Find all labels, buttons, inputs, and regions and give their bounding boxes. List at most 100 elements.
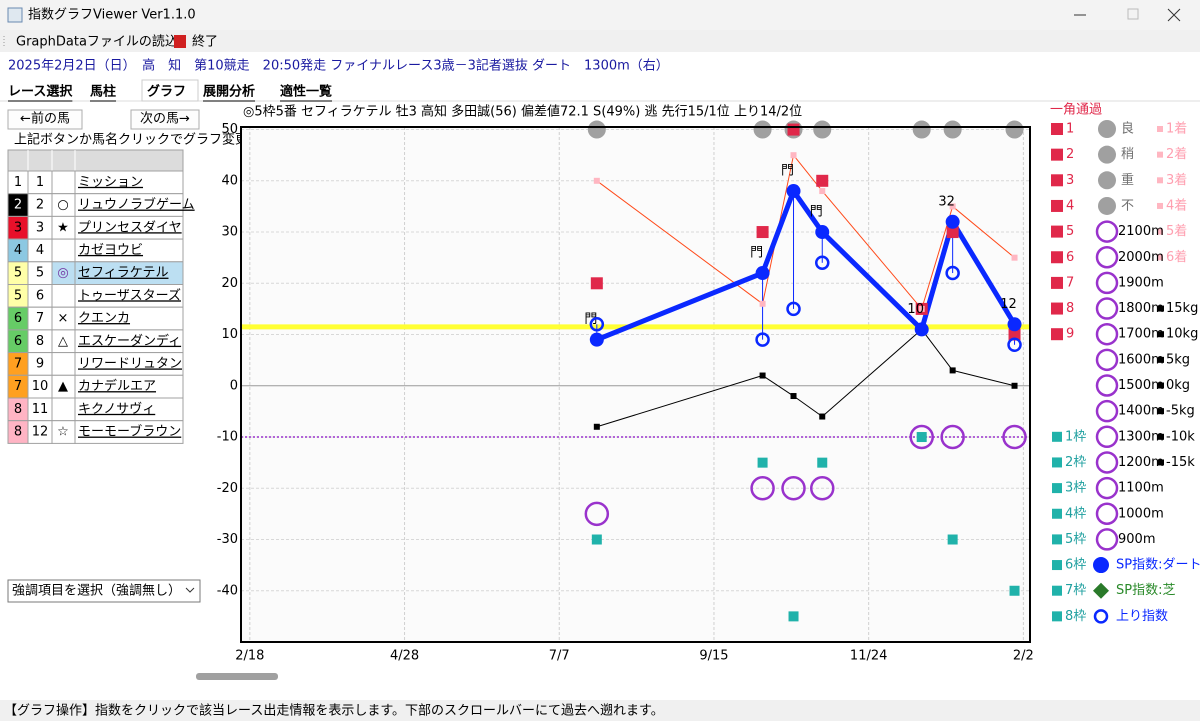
legend-marker [1052,483,1062,494]
data-point[interactable] [589,317,605,332]
scrollbar-thumb[interactable] [196,673,278,680]
next-button-label[interactable]: 次の馬→ [140,111,190,127]
data-point[interactable] [1011,254,1018,261]
data-point[interactable] [945,265,960,281]
data-point[interactable] [593,177,600,184]
horse-name[interactable]: カゼヨウビ [78,243,143,258]
data-point[interactable] [587,120,606,139]
data-point[interactable] [1008,328,1021,341]
data-point[interactable] [909,424,934,450]
horse-name[interactable]: プリンセスダイヤ [78,220,182,235]
menu-item[interactable]: GraphDataファイルの読込 [16,34,178,50]
tab[interactable]: 馬柱 [90,84,116,100]
data-point[interactable] [1007,337,1022,353]
data-point[interactable] [813,120,832,139]
data-point[interactable] [1009,585,1020,596]
legend-marker [1052,508,1062,519]
data-point[interactable] [819,413,826,420]
prev-button[interactable] [7,109,83,130]
data-point[interactable] [949,367,956,374]
data-point[interactable] [815,255,830,271]
horse-name[interactable]: ミッション [78,175,143,190]
data-point[interactable] [1007,317,1022,332]
data-point[interactable] [943,120,962,139]
horse-name[interactable]: エスケーダンディ [78,333,181,349]
data-point[interactable] [590,277,603,290]
data-point[interactable] [940,424,965,450]
menu-item[interactable]: 終了 [192,34,218,50]
data-point[interactable] [945,214,960,229]
horse-name[interactable]: カナデルエア [78,378,156,394]
data-point[interactable] [589,332,604,347]
data-point[interactable] [916,432,927,443]
prev-button-label[interactable]: ←前の馬 [20,111,70,127]
data-point[interactable] [753,120,772,139]
tab[interactable]: レース選択 [8,84,73,100]
data-point[interactable] [790,393,797,400]
legend-label: 良 [1121,121,1134,137]
tab[interactable]: グラフ [147,84,186,100]
data-point[interactable] [1002,424,1027,450]
chart: 50 40 30 20 10 0 -10 -20 -30 -40 2/18 4/28 7/7 9/15 11… [217,120,1034,664]
data-point[interactable] [759,372,766,379]
exit-icon [174,35,186,48]
data-point[interactable] [947,534,958,545]
data-point[interactable] [1005,120,1024,139]
data-point[interactable] [787,123,800,136]
legend-label: 2枠 [1065,455,1086,470]
maximize-button[interactable] [1127,8,1139,20]
data-point[interactable] [817,457,828,468]
horse-name[interactable]: キクノサヴィ [78,401,155,417]
data-point[interactable] [819,188,826,195]
legend-marker [1157,202,1163,209]
data-point[interactable] [1011,382,1018,389]
horse-name[interactable]: モーモーブラウン [78,424,181,440]
legend-marker [1093,582,1109,599]
y-tick-label: -20 [217,481,238,496]
data-point[interactable] [781,476,806,501]
data-point[interactable] [914,322,929,337]
point-annotation: 門 [781,164,794,179]
close-button[interactable] [1167,8,1181,22]
data-point[interactable] [755,266,770,281]
legend-marker [1095,374,1119,397]
horse-name[interactable]: リュウノラブゲーム [78,197,195,213]
data-point[interactable] [790,152,797,159]
legend-label: 8枠 [1065,609,1086,624]
data-point[interactable] [949,203,956,210]
data-point[interactable] [591,534,602,545]
horse-number: 5 [36,266,44,281]
data-point[interactable] [946,226,959,239]
data-point[interactable] [816,174,829,187]
data-point[interactable] [759,300,766,307]
data-point[interactable] [756,226,769,239]
tab[interactable]: 展開分析 [203,84,255,100]
data-point[interactable] [810,476,835,501]
tab[interactable]: 適性一覧 [280,84,332,100]
frame-number: 7 [14,356,22,371]
next-button[interactable] [130,109,200,130]
emphasis-dropdown[interactable] [7,579,201,603]
data-point[interactable] [918,305,925,312]
data-point[interactable] [750,476,775,501]
horse-name[interactable]: トゥーザスターズ [78,287,181,303]
horse-name[interactable]: セフィラケテル [78,266,168,281]
data-point[interactable] [815,225,830,240]
data-point[interactable] [755,332,770,347]
legend-marker [1095,451,1119,474]
data-point[interactable] [788,611,799,622]
horse-name[interactable]: クエンカ [78,311,130,326]
tab-selected [141,79,199,102]
data-point[interactable] [912,120,931,139]
emphasis-dropdown-label[interactable]: 強調項目を選択（強調無し） [12,584,181,599]
mark-cell [51,238,76,263]
data-point[interactable] [786,301,801,317]
data-point[interactable] [593,423,600,430]
data-point[interactable] [584,501,610,527]
data-point[interactable] [786,184,801,199]
horse-name[interactable]: リワードリュタン [78,356,182,371]
data-point[interactable] [757,457,768,468]
legend-marker [1051,251,1063,264]
frame-number: 3 [14,220,22,235]
legend-label: 3着 [1166,172,1187,188]
